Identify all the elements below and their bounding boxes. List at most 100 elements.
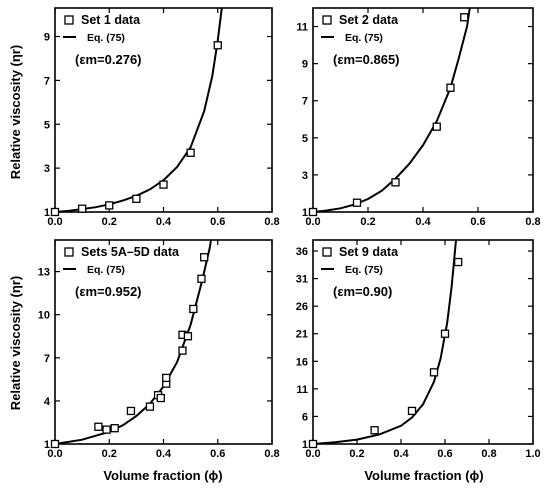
y-tick-label: 9 — [302, 59, 308, 71]
y-tick-label: 21 — [296, 329, 308, 341]
legend-em-value: (εm=0.90) — [333, 284, 392, 299]
data-point-marker — [178, 346, 187, 355]
data-point-marker — [454, 257, 463, 267]
x-tick-label: 0.6 — [210, 448, 225, 460]
x-tick-label: 0.0 — [47, 216, 62, 228]
data-point-marker — [197, 274, 206, 283]
x-tick-label: 0.4 — [415, 216, 431, 228]
chart-panel-bottom-left: 0.0 0.2 0.4 0.6 0.8 1 4 7 10 13 Sets 5A–5D data Eq.… — [38, 239, 280, 460]
y-tick-label: 7 — [44, 353, 50, 365]
data-point-marker — [156, 393, 165, 403]
data-point-marker — [50, 207, 60, 217]
data-point-marker — [460, 13, 469, 22]
x-tick-label: 0.6 — [210, 216, 225, 228]
data-point-marker — [126, 406, 136, 416]
legend-data-label: Sets 5A–5D data — [81, 245, 180, 259]
y-tick-label: 3 — [302, 170, 308, 182]
legend-em-value: (εm=0.952) — [75, 284, 142, 299]
y-tick-label: 5 — [44, 119, 50, 131]
legend-fit-label: Eq. (75) — [345, 32, 383, 44]
data-point-marker — [308, 207, 318, 217]
data-point-marker — [391, 178, 400, 187]
x-tick-label: 0.4 — [393, 448, 409, 460]
legend-fit-label: Eq. (75) — [87, 264, 125, 276]
fit-curve — [313, 240, 457, 444]
y-tick-label: 36 — [296, 246, 308, 258]
y-tick-label: 7 — [44, 75, 50, 87]
data-point-marker — [50, 439, 60, 449]
data-point-marker — [352, 198, 362, 207]
y-tick-label: 31 — [296, 274, 308, 286]
legend-data-label: Set 1 data — [81, 13, 141, 27]
y-tick-label: 1 — [302, 207, 308, 219]
y-tick-label: 9 — [44, 32, 50, 44]
y-tick-label: 3 — [44, 163, 50, 175]
y-tick-label: 26 — [296, 301, 308, 313]
legend-marker-square — [64, 247, 74, 257]
data-point-marker — [105, 201, 114, 210]
legend-data-label: Set 2 data — [339, 13, 399, 27]
data-point-marker — [102, 425, 111, 434]
data-point-marker — [370, 426, 379, 435]
legend-marker-square — [322, 15, 332, 25]
y-tick-label: 11 — [296, 22, 308, 34]
y-axis-title-top: Relative viscosity (ηr) — [8, 45, 23, 179]
data-point-marker — [432, 122, 441, 131]
y-tick-label: 1 — [44, 439, 50, 451]
legend-em-value: (εm=0.865) — [333, 52, 400, 67]
legend-marker-square — [64, 15, 74, 25]
data-point-marker — [200, 253, 209, 262]
data-point-marker — [440, 329, 450, 338]
data-point-marker — [77, 204, 87, 213]
fit-curve — [55, 8, 223, 212]
x-tick-label: 0.2 — [102, 448, 117, 460]
legend-fit-label: Eq. (75) — [87, 32, 125, 44]
x-tick-label: 0.4 — [156, 448, 172, 460]
y-tick-label: 11 — [296, 384, 308, 396]
data-point-marker — [145, 402, 155, 411]
x-tick-label: 1.0 — [525, 448, 540, 460]
data-point-marker — [308, 439, 318, 449]
data-point-marker — [162, 373, 171, 383]
x-tick-label: 0.8 — [264, 216, 279, 228]
x-tick-label: 0.2 — [102, 216, 117, 228]
y-tick-label: 1 — [44, 207, 50, 219]
y-tick-label: 5 — [302, 133, 308, 145]
x-tick-label: 0.8 — [525, 216, 540, 228]
x-axis-title-left: Volume fraction (ϕ) — [103, 468, 222, 483]
data-point-marker — [94, 422, 103, 431]
y-tick-label: 6 — [302, 411, 308, 423]
legend-marker-square — [322, 247, 332, 257]
x-axis-title-right: Volume fraction (ϕ) — [364, 468, 483, 483]
fit-curve — [313, 8, 471, 212]
plot-frame — [312, 239, 534, 445]
y-tick-label: 1 — [302, 439, 308, 451]
y-axis-title-bottom: Relative viscosity (ηr) — [8, 276, 23, 410]
x-tick-label: 0.2 — [349, 448, 364, 460]
data-point-marker — [429, 368, 439, 377]
data-point-marker — [186, 148, 195, 157]
data-point-marker — [213, 41, 222, 50]
data-point-marker — [446, 83, 455, 92]
y-tick-label: 4 — [44, 396, 51, 408]
data-point-marker — [110, 424, 119, 433]
x-tick-label: 0.6 — [437, 448, 452, 460]
chart-panel-top-right: 0.0 0.2 0.4 0.6 0.8 1 3 5 7 9 11 Set 2 data Eq. (75)… — [296, 7, 541, 228]
legend-fit-label: Eq. (75) — [345, 264, 383, 276]
x-tick-label: 0.0 — [305, 448, 320, 460]
data-point-marker — [407, 406, 417, 416]
data-point-marker — [189, 304, 198, 314]
x-tick-label: 0.4 — [156, 216, 172, 228]
x-tick-label: 0.8 — [481, 448, 496, 460]
data-point-marker — [159, 180, 168, 189]
y-tick-label: 7 — [302, 96, 308, 108]
x-tick-label: 0.8 — [264, 448, 279, 460]
data-point-marker — [132, 194, 141, 203]
x-tick-label: 0.0 — [47, 448, 62, 460]
y-tick-label: 16 — [296, 356, 308, 368]
legend-data-label: Set 9 data — [339, 245, 399, 259]
y-tick-label: 10 — [38, 310, 50, 322]
x-tick-label: 0.6 — [470, 216, 485, 228]
